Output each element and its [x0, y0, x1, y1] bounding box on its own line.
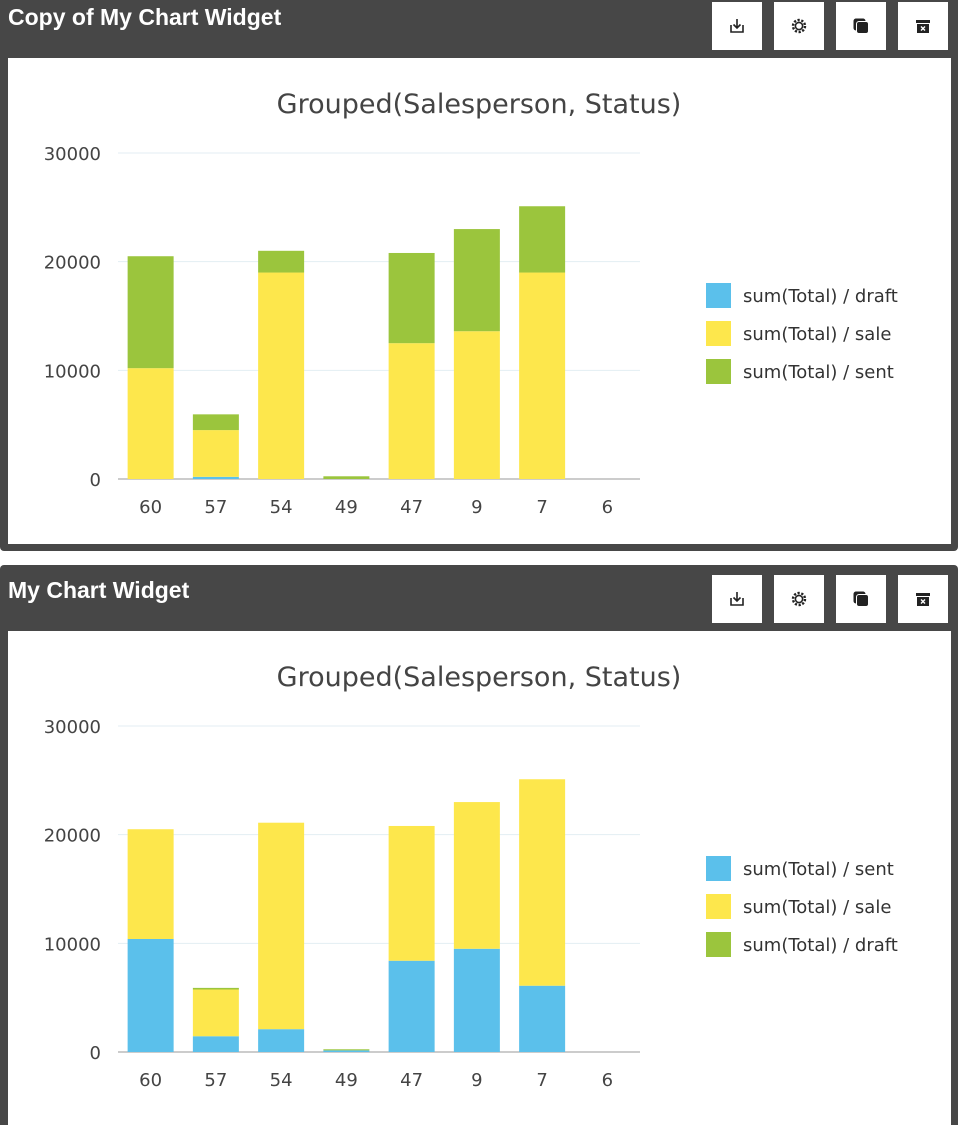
legend-label: sum(Total) / sale	[743, 324, 891, 345]
y-tick-label: 10000	[44, 934, 101, 955]
settings-button[interactable]	[774, 2, 824, 50]
stacked-bar-chart: Grouped(Salesperson, Status) 0 10000 20000 3…	[44, 89, 898, 518]
chart-title: Grouped(Salesperson, Status)	[277, 89, 682, 120]
bar-segment	[323, 1050, 370, 1052]
legend-label: sum(Total) / draft	[743, 935, 898, 956]
legend-swatch	[706, 894, 731, 919]
copy-icon	[853, 18, 869, 34]
bar-segment	[388, 343, 435, 479]
y-tick-label: 30000	[44, 717, 101, 738]
widget-title: Copy of My Chart Widget	[8, 4, 282, 30]
download-button[interactable]	[712, 575, 762, 623]
bar-segment	[127, 829, 174, 939]
x-tick-label: 57	[204, 497, 227, 518]
copy-button[interactable]	[836, 575, 886, 623]
bar-segment	[323, 1049, 370, 1051]
x-tick-label: 9	[471, 1070, 482, 1091]
gear-icon	[791, 18, 807, 34]
bar-segment	[258, 272, 305, 479]
legend-swatch	[706, 932, 731, 957]
copy-button[interactable]	[836, 2, 886, 50]
legend-swatch	[706, 856, 731, 881]
y-tick-label: 30000	[44, 144, 101, 165]
bar-segment	[388, 825, 435, 961]
bar-segment	[323, 476, 370, 479]
x-tick-label: 9	[471, 497, 482, 518]
bar-segment	[519, 272, 566, 479]
bar-segment	[192, 430, 239, 477]
bar-segment	[127, 256, 174, 369]
trash-icon	[916, 593, 930, 606]
x-tick-label: 7	[536, 497, 547, 518]
x-tick-label: 7	[536, 1070, 547, 1091]
bar-segment	[192, 987, 239, 990]
chart-title: Grouped(Salesperson, Status)	[277, 662, 682, 693]
bar-segment	[127, 938, 174, 1052]
x-tick-label: 54	[270, 497, 293, 518]
legend-label: sum(Total) / sale	[743, 897, 891, 918]
widget-body: Grouped(Salesperson, Status) 0 10000 20000 3…	[8, 631, 951, 1125]
download-icon	[730, 19, 744, 33]
download-icon	[730, 592, 744, 606]
bar-segment	[258, 250, 305, 273]
y-tick-label: 0	[90, 1043, 101, 1064]
x-tick-label: 6	[602, 1070, 613, 1091]
x-tick-label: 57	[204, 1070, 227, 1091]
copy-icon	[853, 591, 869, 607]
bar-segment	[258, 822, 305, 1030]
y-tick-label: 0	[90, 470, 101, 491]
x-tick-label: 49	[335, 1070, 358, 1091]
y-tick-label: 10000	[44, 361, 101, 382]
bar-segment	[453, 802, 500, 949]
delete-button[interactable]	[898, 2, 948, 50]
bar-segment	[519, 985, 566, 1052]
widget-body: Grouped(Salesperson, Status) 0 10000 20000 3…	[8, 58, 951, 544]
bar-segment	[519, 206, 566, 273]
bar-segment	[453, 948, 500, 1052]
y-tick-label: 20000	[44, 826, 101, 847]
bar-segment	[258, 1029, 305, 1052]
gear-icon	[791, 591, 807, 607]
legend-label: sum(Total) / sent	[743, 362, 894, 383]
x-tick-label: 60	[139, 1070, 162, 1091]
bar-segment	[388, 960, 435, 1052]
x-tick-label: 47	[400, 497, 423, 518]
chart-widget: My Chart Widget Grouped(Salesperson, Sta…	[0, 565, 958, 1125]
bar-segment	[192, 414, 239, 431]
trash-icon	[916, 20, 930, 33]
x-tick-label: 49	[335, 497, 358, 518]
bar-segment	[453, 331, 500, 479]
x-tick-label: 54	[270, 1070, 293, 1091]
legend-label: sum(Total) / sent	[743, 859, 894, 880]
download-button[interactable]	[712, 2, 762, 50]
chart-widget-copy: Copy of My Chart Widget Grouped(Salesper…	[0, 0, 958, 551]
bar-segment	[519, 779, 566, 986]
widget-title: My Chart Widget	[8, 577, 190, 603]
bar-segment	[192, 476, 239, 479]
y-tick-label: 20000	[44, 253, 101, 274]
x-tick-label: 6	[602, 497, 613, 518]
legend-swatch	[706, 359, 731, 384]
legend-swatch	[706, 283, 731, 308]
x-tick-label: 60	[139, 497, 162, 518]
delete-button[interactable]	[898, 575, 948, 623]
stacked-bar-chart: Grouped(Salesperson, Status) 0 10000 20000 3…	[44, 662, 898, 1091]
x-tick-label: 47	[400, 1070, 423, 1091]
bar-segment	[192, 1036, 239, 1052]
bar-segment	[453, 229, 500, 332]
legend-swatch	[706, 321, 731, 346]
legend-label: sum(Total) / draft	[743, 286, 898, 307]
settings-button[interactable]	[774, 575, 824, 623]
bar-segment	[388, 252, 435, 344]
bar-segment	[192, 989, 239, 1037]
bar-segment	[127, 368, 174, 479]
